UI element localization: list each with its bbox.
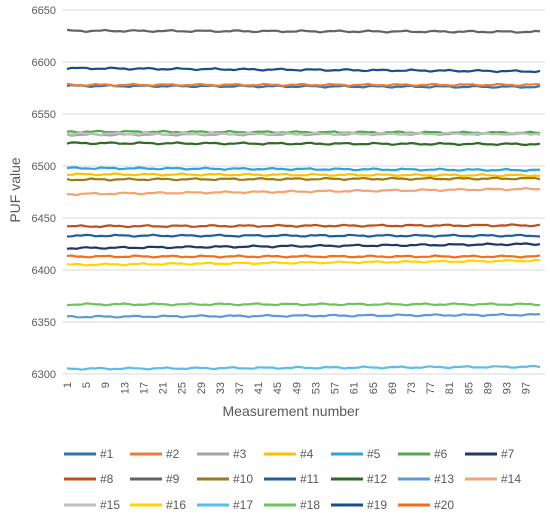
legend-label: #13 [434, 472, 454, 486]
series-line-2 [66, 82, 541, 88]
y-tick-label: 6450 [32, 213, 56, 225]
y-axis-title: PUF value [7, 157, 23, 223]
series-line-12 [66, 141, 541, 147]
series-line-14 [66, 186, 541, 197]
series-lines [66, 28, 541, 371]
x-axis-title: Measurement number [223, 403, 360, 419]
legend-label: #4 [300, 447, 314, 461]
series-line-17 [66, 364, 541, 371]
legend-label: #10 [233, 472, 253, 486]
legend-label: #11 [300, 472, 319, 486]
y-tick-label: 6600 [32, 57, 56, 69]
x-tick-label: 29 [196, 382, 208, 394]
legend-label: #14 [501, 472, 521, 486]
series-line-19 [66, 66, 541, 74]
x-tick-label: 9 [100, 382, 112, 388]
x-tick-label: 65 [368, 382, 380, 394]
x-tick-label: 97 [521, 382, 533, 394]
x-tick-label: 69 [387, 382, 399, 394]
series-line-4 [66, 172, 541, 178]
x-tick-label: 41 [253, 382, 265, 394]
series-line-13 [66, 312, 541, 319]
series-line-9 [66, 28, 541, 34]
y-tick-label: 6650 [32, 5, 56, 17]
legend-label: #2 [166, 447, 180, 461]
legend-label: #15 [100, 498, 120, 512]
legend-label: #1 [100, 447, 114, 461]
legend-label: #20 [434, 498, 454, 512]
legend-label: #7 [501, 447, 515, 461]
x-tick-label: 77 [425, 382, 437, 394]
legend-label: #9 [166, 472, 180, 486]
legend-label: #16 [166, 498, 186, 512]
legend-label: #17 [233, 498, 253, 512]
legend-label: #19 [367, 498, 387, 512]
x-tick-label: 5 [81, 382, 93, 388]
x-tick-label: 57 [330, 382, 342, 394]
x-tick-label: 21 [158, 382, 170, 394]
y-axis-ticks: 6300 6350 6400 6450 6500 6550 6600 6650 [32, 5, 56, 381]
x-tick-label: 1 [62, 382, 74, 388]
x-tick-label: 93 [502, 382, 514, 394]
x-tick-label: 81 [444, 382, 456, 394]
legend-label: #8 [100, 472, 114, 486]
x-tick-label: 85 [463, 382, 475, 394]
y-tick-label: 6300 [32, 369, 56, 381]
x-tick-label: 53 [310, 382, 322, 394]
series-line-16 [66, 258, 541, 267]
x-tick-label: 61 [349, 382, 361, 394]
y-tick-label: 6550 [32, 109, 56, 121]
legend: #1 #2 #3 #4 #5 #6 #7 #8 #9 #10 #11 #12 #13 #14 #15 #16 #… [64, 447, 521, 512]
x-tick-label: 37 [234, 382, 246, 394]
x-tick-label: 45 [272, 382, 284, 394]
series-line-18 [66, 302, 541, 307]
series-line-20 [66, 254, 541, 259]
x-tick-label: 33 [215, 382, 227, 394]
series-line-10 [66, 176, 541, 182]
legend-label: #18 [300, 498, 320, 512]
y-tick-label: 6350 [32, 317, 56, 329]
legend-label: #12 [367, 472, 387, 486]
series-line-5 [66, 166, 541, 173]
x-tick-label: 73 [406, 382, 418, 394]
x-tick-label: 17 [138, 382, 150, 394]
series-line-7 [66, 242, 541, 250]
x-tick-label: 89 [482, 382, 494, 394]
x-tick-label: 25 [177, 382, 189, 394]
y-tick-label: 6400 [32, 265, 56, 277]
gridlines [62, 9, 545, 375]
x-axis-ticks: 1 5 9 13 17 21 25 29 33 37 41 45 49 53 57 61 65 69 73 77 81 8… [62, 382, 533, 394]
x-tick-label: 49 [291, 382, 303, 394]
y-tick-label: 6500 [32, 161, 56, 173]
legend-label: #3 [233, 447, 247, 461]
series-line-11 [66, 233, 541, 238]
series-line-8 [66, 223, 541, 229]
x-tick-label: 13 [119, 382, 131, 394]
series-line-15 [66, 131, 541, 136]
legend-label: #6 [434, 447, 448, 461]
legend-label: #5 [367, 447, 381, 461]
